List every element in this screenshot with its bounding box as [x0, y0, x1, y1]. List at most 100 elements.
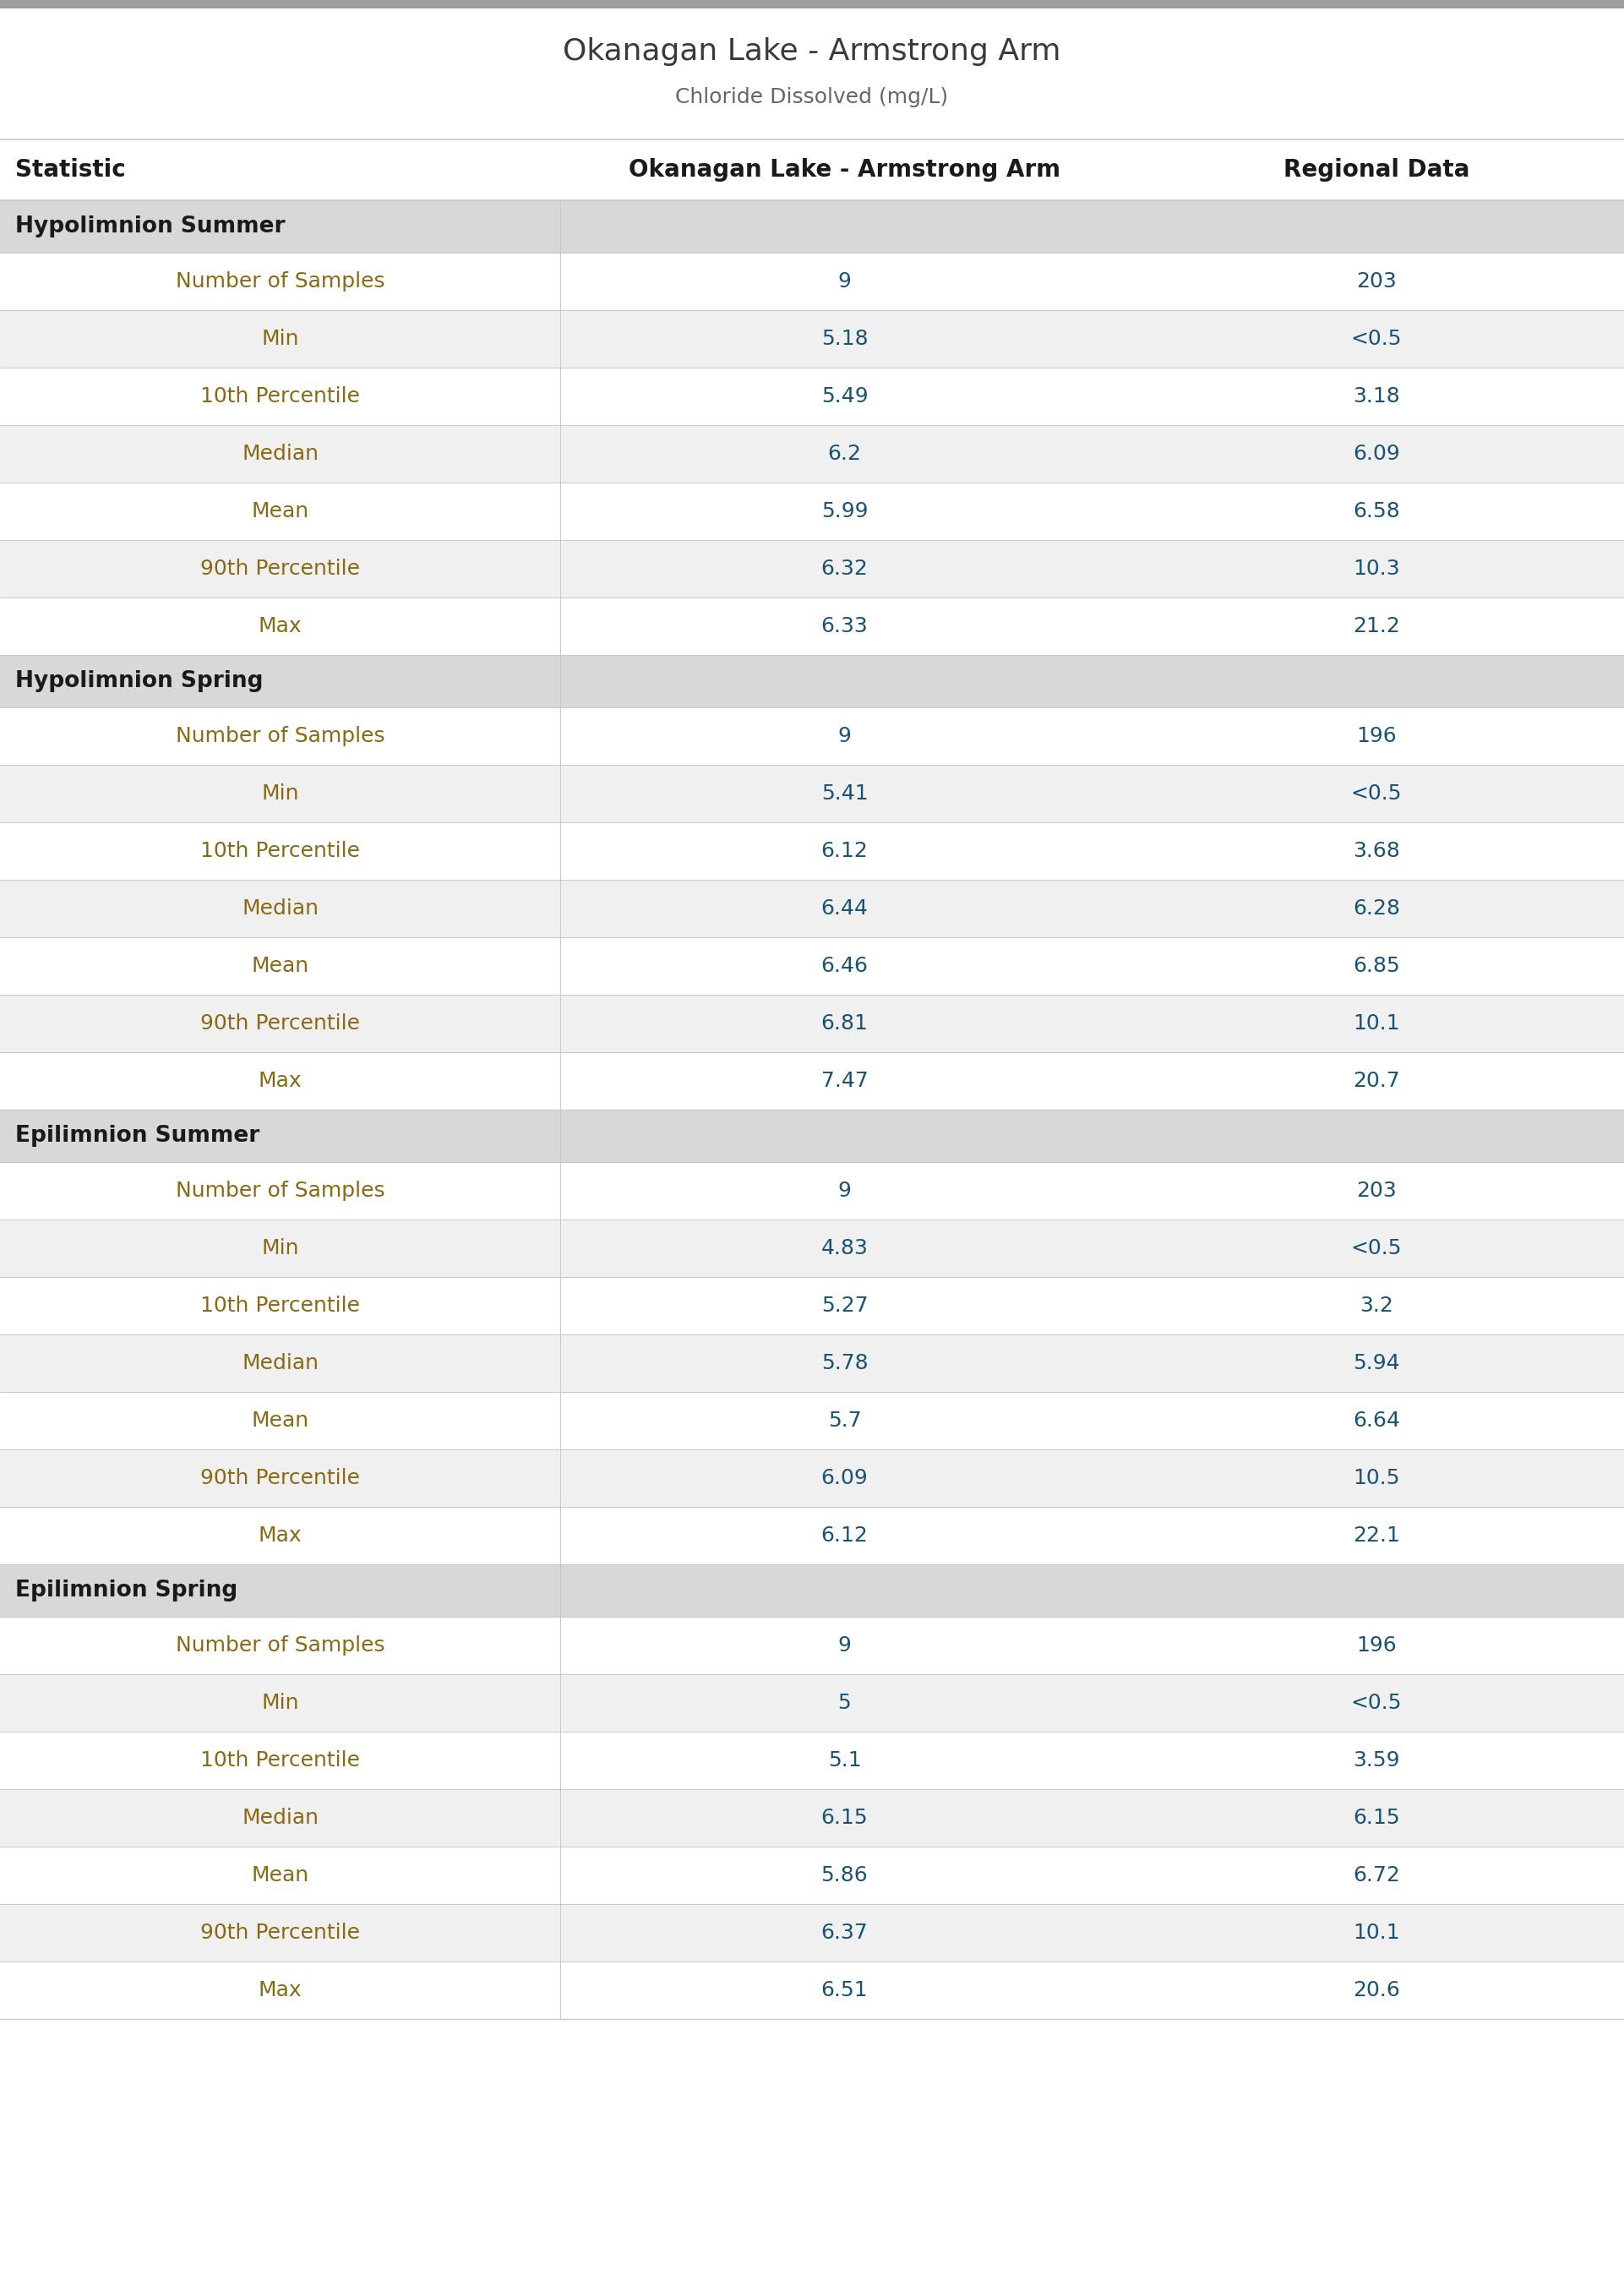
Text: 6.09: 6.09 — [1353, 443, 1400, 463]
Text: Statistic: Statistic — [15, 159, 125, 182]
Text: 6.46: 6.46 — [820, 956, 869, 976]
Text: 6.51: 6.51 — [822, 1979, 867, 2000]
Text: 6.12: 6.12 — [820, 840, 869, 860]
Text: Max: Max — [258, 1525, 302, 1546]
Text: Hypolimnion Spring: Hypolimnion Spring — [15, 670, 263, 692]
Text: Max: Max — [258, 1071, 302, 1092]
Bar — [0, 708, 1624, 765]
Text: 5: 5 — [838, 1693, 851, 1714]
Text: 10.1: 10.1 — [1353, 1012, 1400, 1033]
Text: 90th Percentile: 90th Percentile — [200, 1923, 361, 1943]
Bar — [0, 1616, 1624, 1675]
Text: Median: Median — [242, 899, 318, 919]
Text: 3.68: 3.68 — [1353, 840, 1400, 860]
Text: 6.15: 6.15 — [822, 1807, 867, 1827]
Text: 6.81: 6.81 — [820, 1012, 869, 1033]
Text: 196: 196 — [1356, 1634, 1397, 1655]
Text: 6.85: 6.85 — [1353, 956, 1400, 976]
Text: <0.5: <0.5 — [1351, 1237, 1402, 1258]
Text: 10th Percentile: 10th Percentile — [200, 840, 361, 860]
Text: 10.1: 10.1 — [1353, 1923, 1400, 1943]
Text: 22.1: 22.1 — [1353, 1525, 1400, 1546]
Text: 6.2: 6.2 — [828, 443, 861, 463]
Text: <0.5: <0.5 — [1351, 783, 1402, 804]
Text: Min: Min — [261, 783, 299, 804]
Text: Regional Data: Regional Data — [1283, 159, 1470, 182]
Text: Okanagan Lake - Armstrong Arm: Okanagan Lake - Armstrong Arm — [628, 159, 1060, 182]
Text: 6.64: 6.64 — [1353, 1410, 1400, 1430]
Text: 10th Percentile: 10th Percentile — [200, 1296, 361, 1317]
Text: Mean: Mean — [252, 1866, 309, 1886]
Text: 9: 9 — [838, 1180, 851, 1201]
Text: 6.58: 6.58 — [1353, 502, 1400, 522]
Text: Number of Samples: Number of Samples — [175, 1634, 385, 1655]
Bar — [0, 1392, 1624, 1448]
Text: 6.09: 6.09 — [820, 1469, 869, 1489]
Text: Number of Samples: Number of Samples — [175, 272, 385, 291]
Text: 90th Percentile: 90th Percentile — [200, 1469, 361, 1489]
Text: Mean: Mean — [252, 956, 309, 976]
Text: Max: Max — [258, 1979, 302, 2000]
Text: Chloride Dissolved (mg/L): Chloride Dissolved (mg/L) — [676, 86, 948, 107]
Text: 6.15: 6.15 — [1353, 1807, 1400, 1827]
Text: 6.28: 6.28 — [1353, 899, 1400, 919]
Text: 5.78: 5.78 — [822, 1353, 867, 1373]
Text: 4.83: 4.83 — [820, 1237, 869, 1258]
Bar — [0, 822, 1624, 881]
Bar — [0, 1162, 1624, 1219]
Bar — [0, 1564, 1624, 1616]
Text: 6.72: 6.72 — [1353, 1866, 1400, 1886]
Text: 10th Percentile: 10th Percentile — [200, 386, 361, 406]
Text: 5.94: 5.94 — [1353, 1353, 1400, 1373]
Bar — [0, 311, 1624, 368]
Bar — [0, 1507, 1624, 1564]
Bar — [0, 1961, 1624, 2018]
Bar — [0, 938, 1624, 994]
Text: 5.41: 5.41 — [822, 783, 867, 804]
Text: 20.7: 20.7 — [1353, 1071, 1400, 1092]
Text: Min: Min — [261, 1693, 299, 1714]
Text: 6.44: 6.44 — [820, 899, 869, 919]
Text: 90th Percentile: 90th Percentile — [200, 1012, 361, 1033]
Text: 6.32: 6.32 — [820, 558, 869, 579]
Text: 3.18: 3.18 — [1353, 386, 1400, 406]
Text: Min: Min — [261, 329, 299, 350]
Text: Min: Min — [261, 1237, 299, 1258]
Text: 20.6: 20.6 — [1353, 1979, 1400, 2000]
Text: 6.12: 6.12 — [820, 1525, 869, 1546]
Bar — [0, 1732, 1624, 1789]
Bar — [0, 1335, 1624, 1392]
Text: Mean: Mean — [252, 1410, 309, 1430]
Bar — [0, 597, 1624, 656]
Text: Median: Median — [242, 1353, 318, 1373]
Text: 203: 203 — [1356, 272, 1397, 291]
Text: 10th Percentile: 10th Percentile — [200, 1750, 361, 1771]
Text: <0.5: <0.5 — [1351, 1693, 1402, 1714]
Bar — [0, 994, 1624, 1053]
Text: 10.3: 10.3 — [1353, 558, 1400, 579]
Bar — [0, 881, 1624, 938]
Text: 9: 9 — [838, 272, 851, 291]
Text: 10.5: 10.5 — [1353, 1469, 1400, 1489]
Text: Number of Samples: Number of Samples — [175, 1180, 385, 1201]
Text: 5.27: 5.27 — [822, 1296, 867, 1317]
Text: 5.18: 5.18 — [822, 329, 867, 350]
Text: 5.99: 5.99 — [822, 502, 867, 522]
Bar — [0, 1219, 1624, 1278]
Text: Okanagan Lake - Armstrong Arm: Okanagan Lake - Armstrong Arm — [564, 36, 1060, 66]
Bar — [0, 540, 1624, 597]
Text: Mean: Mean — [252, 502, 309, 522]
Text: 90th Percentile: 90th Percentile — [200, 558, 361, 579]
Bar — [0, 1448, 1624, 1507]
Text: 9: 9 — [838, 726, 851, 747]
Bar — [0, 1278, 1624, 1335]
Text: 9: 9 — [838, 1634, 851, 1655]
Bar — [0, 138, 1624, 200]
Bar — [0, 9, 1624, 138]
Text: Median: Median — [242, 443, 318, 463]
Bar — [0, 1053, 1624, 1110]
Bar — [0, 424, 1624, 484]
Bar — [0, 1675, 1624, 1732]
Bar — [0, 1789, 1624, 1846]
Bar — [0, 765, 1624, 822]
